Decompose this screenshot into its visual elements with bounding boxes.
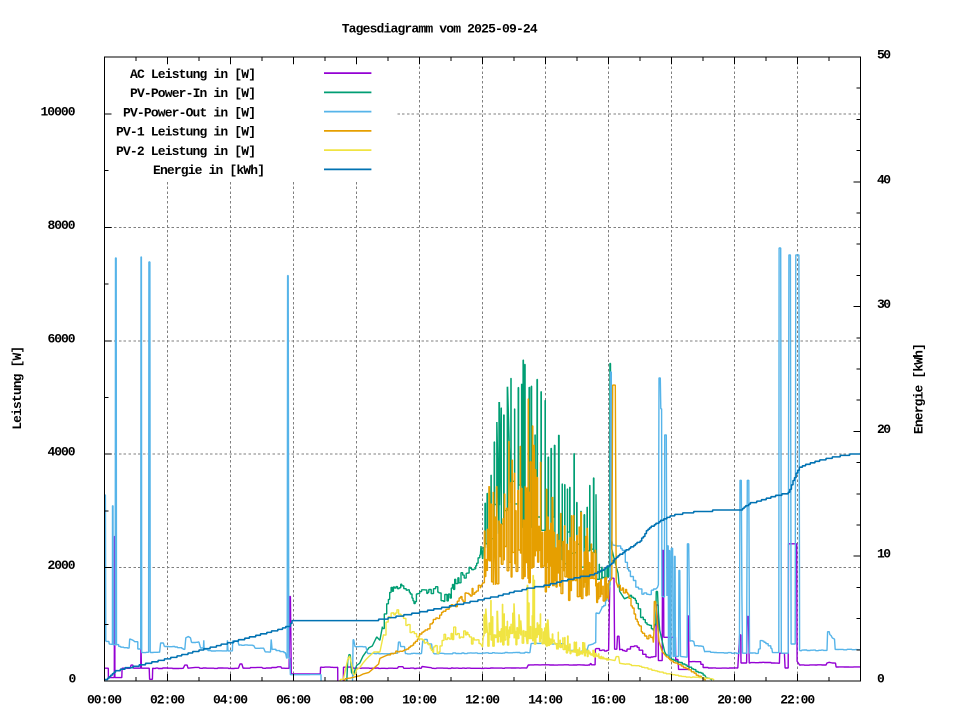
svg-text:40: 40 [877,172,891,187]
svg-text:08:00: 08:00 [339,693,374,708]
svg-text:4000: 4000 [48,445,76,460]
svg-text:50: 50 [877,48,891,63]
svg-text:10:00: 10:00 [402,693,437,708]
svg-text:14:00: 14:00 [528,693,563,708]
svg-text:PV-Power-Out in [W]: PV-Power-Out in [W] [123,105,256,120]
svg-text:10000: 10000 [41,105,76,120]
svg-text:PV-2 Leistung in [W]: PV-2 Leistung in [W] [116,144,256,159]
svg-text:Leistung [W]: Leistung [W] [10,346,25,430]
svg-text:8000: 8000 [48,218,76,233]
svg-text:AC Leistung in [W]: AC Leistung in [W] [130,67,256,82]
svg-text:16:00: 16:00 [591,693,626,708]
svg-text:20: 20 [877,422,891,437]
svg-text:00:00: 00:00 [87,693,122,708]
svg-text:6000: 6000 [48,331,76,346]
svg-text:04:00: 04:00 [213,693,248,708]
svg-text:2000: 2000 [48,558,76,573]
svg-text:Energie [kWh]: Energie [kWh] [911,343,926,434]
svg-text:PV-Power-In in [W]: PV-Power-In in [W] [130,86,256,101]
svg-text:02:00: 02:00 [150,693,185,708]
svg-text:12:00: 12:00 [465,693,500,708]
svg-text:0: 0 [69,672,77,687]
svg-text:Tagesdiagramm vom 2025-09-24: Tagesdiagramm vom 2025-09-24 [342,21,538,36]
svg-text:10: 10 [877,547,891,562]
svg-text:30: 30 [877,297,891,312]
svg-text:22:00: 22:00 [780,693,815,708]
svg-text:18:00: 18:00 [654,693,689,708]
svg-text:0: 0 [877,672,885,687]
svg-text:20:00: 20:00 [717,693,752,708]
svg-text:06:00: 06:00 [276,693,311,708]
svg-text:PV-1 Leistung in [W]: PV-1 Leistung in [W] [116,125,256,140]
svg-text:Energie in [kWh]: Energie in [kWh] [153,163,265,178]
